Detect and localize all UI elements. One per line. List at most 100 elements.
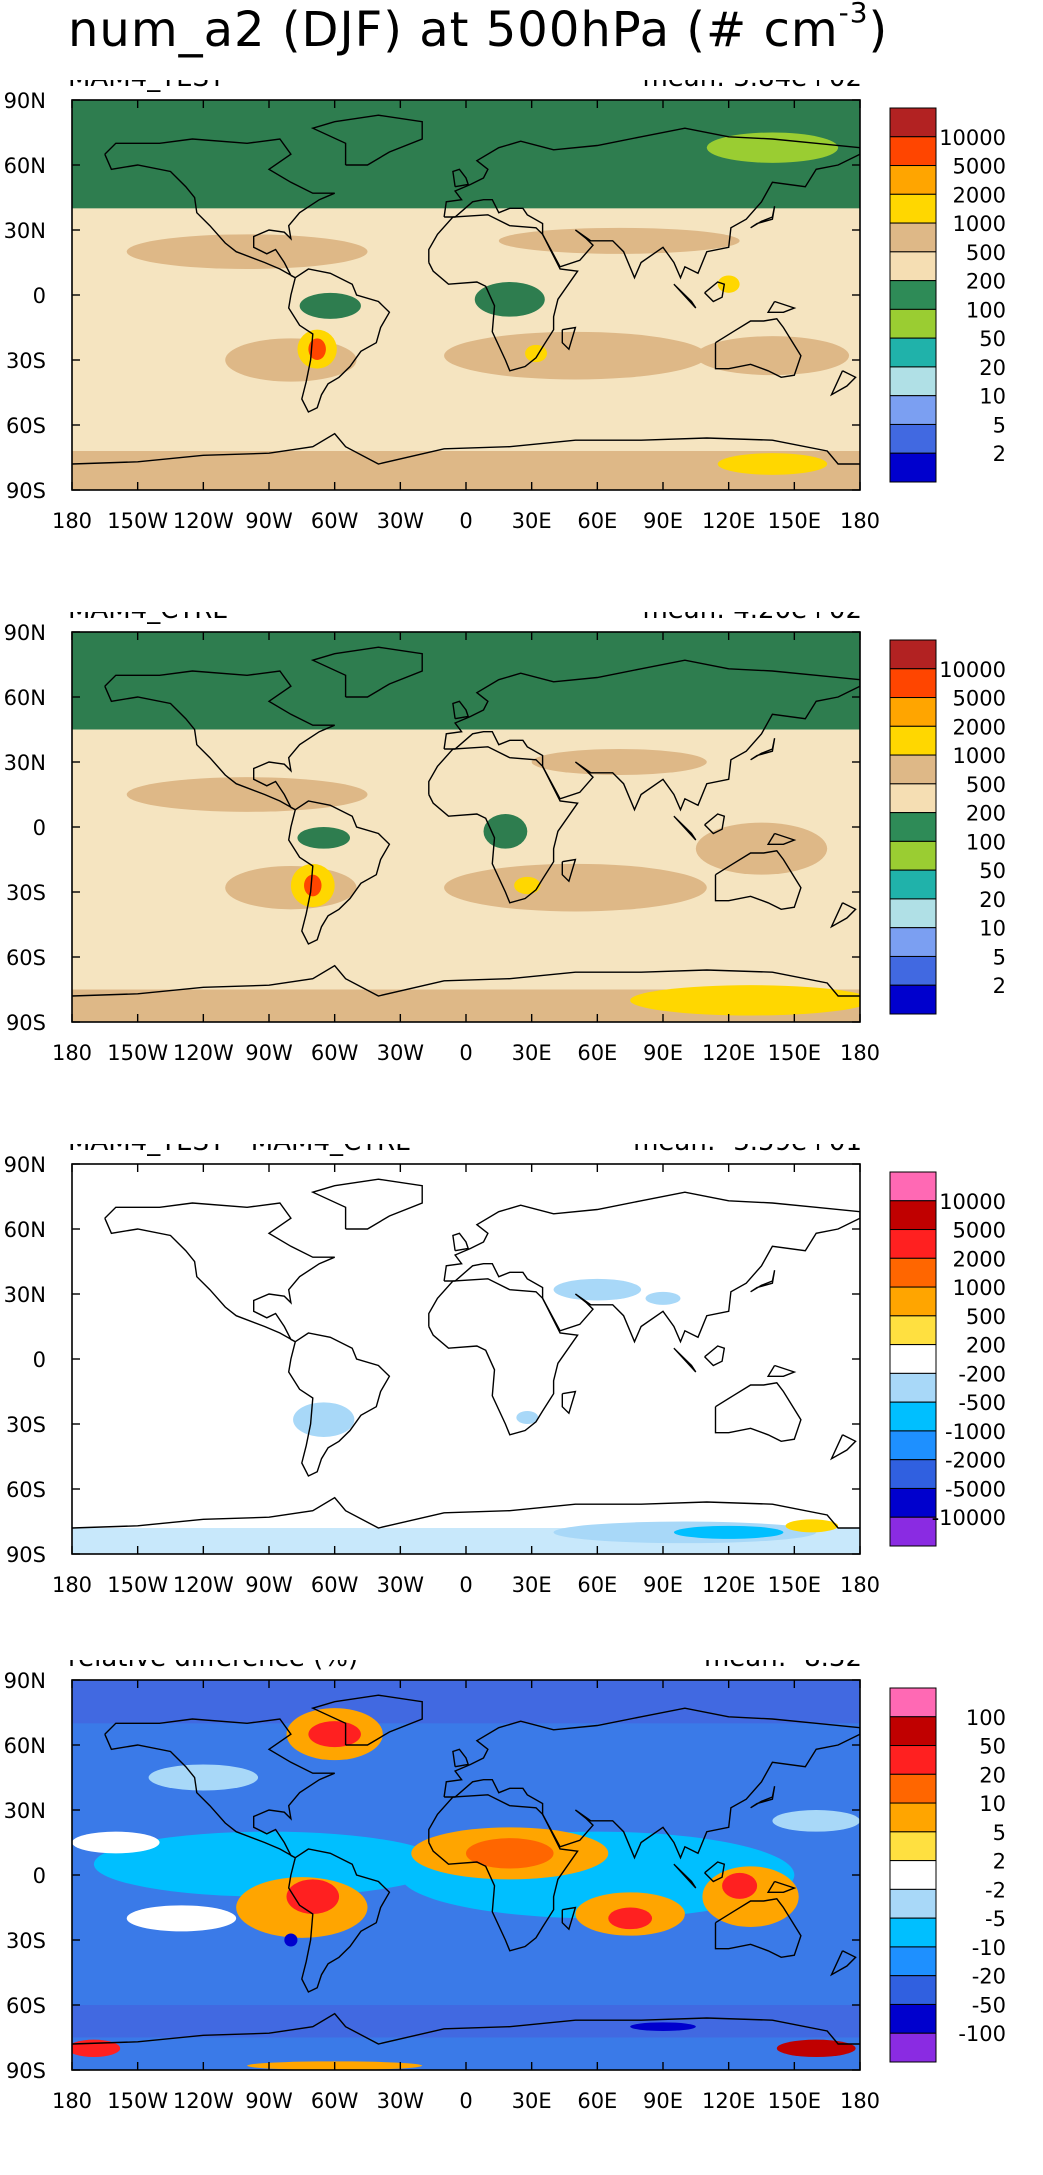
panel-mean-stat: mean: 3.84e+02 xyxy=(642,80,862,93)
x-tick-label: 120W xyxy=(173,1573,234,1597)
x-tick-label: 120W xyxy=(173,1041,234,1065)
colorbar-swatch xyxy=(889,280,937,310)
colorbar-swatch xyxy=(889,1229,937,1259)
colorbar-label: 10 xyxy=(979,385,1006,409)
field-background xyxy=(72,1164,860,1554)
colorbar-swatch xyxy=(889,812,937,842)
colorbar-label: -10000 xyxy=(932,1506,1006,1530)
x-tick-label: 0 xyxy=(459,1573,472,1597)
colorbar-label: 50 xyxy=(979,1735,1006,1759)
colorbar-swatch xyxy=(889,783,937,814)
coastline xyxy=(750,206,776,229)
colorbar-swatch xyxy=(889,1200,937,1231)
x-tick-label: 90E xyxy=(643,2089,683,2113)
colorbar-swatch xyxy=(889,337,937,368)
coastline xyxy=(673,815,697,841)
x-tick-label: 90E xyxy=(643,1573,683,1597)
x-tick-label: 60E xyxy=(577,509,617,533)
coastline xyxy=(72,964,860,997)
colorbar-label: 50 xyxy=(979,327,1006,351)
coastline xyxy=(428,1794,579,1952)
field-region xyxy=(514,876,541,895)
colorbar-swatch xyxy=(889,423,937,454)
x-tick-label: 120W xyxy=(173,2089,234,2113)
colorbar-swatch xyxy=(889,668,937,699)
colorbar-label: -500 xyxy=(958,1391,1006,1415)
colorbar-label: 500 xyxy=(966,241,1006,265)
y-tick-label: 90N xyxy=(4,1669,46,1693)
panel-mean-stat: mean: -3.59e+01 xyxy=(633,1144,862,1157)
colorbar-label: -5000 xyxy=(945,1477,1006,1501)
colorbar-label: -50 xyxy=(972,1993,1006,2017)
field-region xyxy=(474,282,545,317)
colorbar-label: -200 xyxy=(958,1362,1006,1386)
coastline xyxy=(704,813,726,835)
colorbar-label: 2 xyxy=(993,1850,1006,1874)
colorbar-label: 1000 xyxy=(953,1276,1006,1300)
coastline xyxy=(673,1347,697,1373)
panel-title: MAM4_CTRL xyxy=(68,612,227,625)
colorbar-swatch xyxy=(889,1946,937,1977)
y-tick-label: 0 xyxy=(33,816,46,840)
y-tick-label: 60S xyxy=(6,1478,46,1502)
colorbar-label: -1000 xyxy=(945,1420,1006,1444)
colorbar-label: 10000 xyxy=(939,126,1006,150)
colorbar-swatch xyxy=(889,1888,937,1919)
x-tick-label: 90W xyxy=(245,509,293,533)
x-tick-label: 150E xyxy=(768,1041,821,1065)
coastline xyxy=(766,300,797,313)
x-tick-label: 150W xyxy=(107,2089,168,2113)
x-tick-label: 150W xyxy=(107,1573,168,1597)
coastline xyxy=(443,127,860,280)
coastline xyxy=(104,138,335,279)
colorbar-swatch xyxy=(889,754,937,785)
y-tick-label: 0 xyxy=(33,1864,46,1888)
x-tick-label: 120E xyxy=(702,1573,755,1597)
x-tick-label: 90E xyxy=(643,509,683,533)
coastline xyxy=(287,1332,391,1477)
panel-mean-stat: mean: -8.32 xyxy=(704,1660,862,1673)
y-tick-label: 90S xyxy=(6,1011,46,1035)
colorbar-swatch xyxy=(889,1401,937,1432)
colorbar-swatch xyxy=(889,308,937,339)
colorbar-swatch xyxy=(889,1286,937,1317)
field-region xyxy=(466,1838,554,1869)
x-tick-label: 180 xyxy=(52,2089,92,2113)
colorbar-swatch xyxy=(889,366,937,397)
field-region xyxy=(225,866,357,910)
colorbar-label: 100 xyxy=(966,1706,1006,1730)
colorbar-swatch xyxy=(889,1802,937,1833)
colorbar-swatch xyxy=(889,395,937,425)
colorbar-swatch xyxy=(889,222,937,253)
colorbar-swatch xyxy=(889,1372,937,1403)
y-tick-label: 60N xyxy=(4,154,46,178)
coastline xyxy=(673,283,697,309)
field-region xyxy=(284,1933,298,1947)
x-tick-label: 60E xyxy=(577,1041,617,1065)
panel-mean-stat: mean: 4.20e+02 xyxy=(642,612,862,625)
colorbar-label: 5 xyxy=(993,413,1006,437)
colorbar-label: 5 xyxy=(993,1821,1006,1845)
colorbar-label: 50 xyxy=(979,859,1006,883)
coastline xyxy=(750,738,776,761)
colorbar-swatch xyxy=(889,840,937,871)
colorbar-swatch xyxy=(889,869,937,900)
colorbar-label: 1000 xyxy=(953,744,1006,768)
coastline xyxy=(104,1202,335,1343)
coastline xyxy=(561,1906,577,1931)
field-region xyxy=(702,1866,799,1927)
coastline xyxy=(829,370,857,397)
colorbar-label: 5000 xyxy=(953,1219,1006,1243)
colorbar-label: -2000 xyxy=(945,1449,1006,1473)
coastline xyxy=(287,1848,391,1993)
x-tick-label: 120E xyxy=(702,509,755,533)
colorbar-label: 2 xyxy=(993,442,1006,466)
colorbar-swatch xyxy=(889,1516,937,1547)
colorbar-swatch xyxy=(889,1315,937,1346)
colorbar-swatch xyxy=(889,1687,937,1718)
colorbar-swatch xyxy=(889,452,937,483)
colorbar-swatch xyxy=(889,136,937,167)
field-region xyxy=(126,234,368,269)
colorbar-swatch xyxy=(889,1344,937,1374)
field-region xyxy=(525,344,547,363)
